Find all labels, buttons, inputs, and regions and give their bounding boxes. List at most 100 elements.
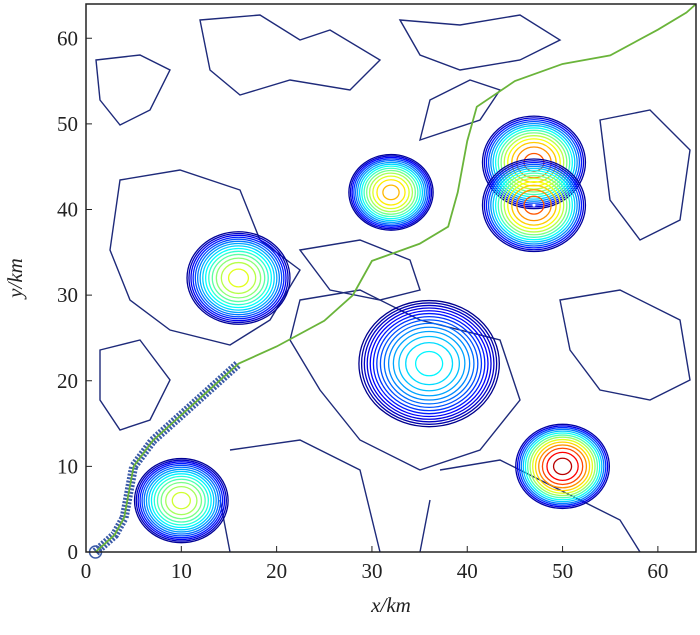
contour-ring: [372, 175, 410, 210]
contour-ring: [483, 117, 585, 208]
contour-ring: [529, 436, 596, 497]
contour-ring: [538, 444, 588, 489]
contour-ring: [516, 189, 552, 222]
contour-ring: [524, 432, 601, 501]
y-tick-label: 60: [57, 26, 78, 50]
contour-ring: [487, 120, 581, 204]
peak-center: [532, 203, 536, 207]
contour-ring: [186, 231, 291, 325]
x-tick-label: 60: [647, 559, 668, 583]
contour-ring: [348, 153, 434, 231]
contour-ring: [351, 156, 431, 228]
contour-ring: [192, 236, 285, 320]
contour-ring: [523, 195, 545, 215]
contour-ring: [145, 468, 217, 533]
contour-ring: [483, 160, 585, 251]
contour-ring: [208, 250, 269, 306]
x-tick-label: 40: [457, 559, 478, 583]
contour-ring: [165, 485, 198, 516]
y-tick-label: 40: [57, 198, 78, 222]
contour-ring: [492, 167, 576, 243]
contour-ring: [220, 261, 257, 295]
contour-ring: [349, 155, 433, 230]
contour-ring: [139, 462, 224, 539]
contour-ring: [199, 242, 278, 314]
peak-center: [561, 464, 565, 468]
contour-ring: [546, 451, 579, 482]
contour-ring: [532, 438, 594, 494]
y-axis-label: y/km: [3, 258, 27, 300]
contour-ring: [490, 122, 578, 202]
contour-ring: [133, 457, 229, 544]
contour-ring: [215, 257, 262, 299]
contour-ring: [160, 481, 203, 520]
contour-ring: [150, 473, 212, 529]
y-tick-label: 30: [57, 283, 78, 307]
contour-ring: [202, 245, 275, 311]
contour-ring: [366, 169, 416, 215]
contour-ring: [398, 335, 460, 392]
x-axis-label: x/km: [370, 593, 411, 617]
contour-ring: [534, 441, 591, 492]
contour-ring: [500, 175, 568, 236]
contour-ring: [520, 428, 605, 505]
contour-ring: [552, 457, 573, 476]
contour-ring: [143, 466, 220, 535]
contour-ring: [358, 163, 424, 222]
contour-ring: [383, 322, 475, 405]
contour-ring: [414, 350, 444, 377]
contour-ring: [405, 341, 454, 386]
contour-ring: [500, 132, 568, 193]
contour-ring: [503, 177, 565, 233]
contour-ring: [372, 312, 486, 415]
contour-ring: [190, 234, 287, 322]
peak-center: [389, 190, 393, 194]
contour-ring: [227, 268, 250, 288]
contour-ring: [153, 475, 209, 526]
contour-ring: [490, 165, 578, 245]
contour-ring: [518, 426, 607, 506]
contour-ring: [516, 425, 609, 508]
contour-ring: [503, 135, 565, 190]
contour-ring: [494, 170, 573, 241]
x-tick-label: 20: [266, 559, 287, 583]
contour-ring: [363, 304, 495, 423]
contour-ring: [507, 181, 561, 230]
peak-center: [179, 499, 183, 503]
x-tick-label: 30: [361, 559, 382, 583]
x-tick-label: 50: [552, 559, 573, 583]
contour-ring: [366, 307, 492, 420]
contour-ring: [392, 330, 466, 397]
contour-ring: [492, 125, 576, 200]
contour-ring: [487, 163, 581, 247]
contour-ring: [353, 158, 429, 227]
contour-ring: [368, 172, 414, 213]
y-tick-label: 50: [57, 112, 78, 136]
contour-ring: [481, 115, 587, 210]
contour-ring: [376, 179, 406, 206]
contour-ring: [485, 161, 583, 249]
contour-ring: [382, 184, 400, 201]
plot-area: [88, 3, 697, 559]
contour-ring: [481, 158, 587, 253]
contour-ring: [211, 253, 266, 303]
contour-ring: [194, 238, 283, 318]
contour-ring: [355, 159, 427, 225]
contour-ring: [363, 167, 419, 218]
contour-ring: [541, 447, 584, 486]
contour-ring: [188, 232, 289, 324]
contour-ring: [497, 129, 571, 196]
contour-ring: [515, 423, 611, 510]
background-contours: [95, 14, 691, 553]
x-tick-label: 10: [171, 559, 192, 583]
contour-ring: [376, 315, 483, 412]
contour-ring: [369, 310, 489, 418]
plot-frame: [85, 3, 697, 553]
contour-ring: [358, 299, 500, 428]
x-tick-label: 0: [81, 559, 92, 583]
y-tick-label: 10: [57, 454, 78, 478]
peak-center: [427, 362, 431, 366]
contour-ring: [135, 459, 227, 542]
contour-ring: [527, 434, 599, 499]
contour-ring: [497, 172, 571, 238]
